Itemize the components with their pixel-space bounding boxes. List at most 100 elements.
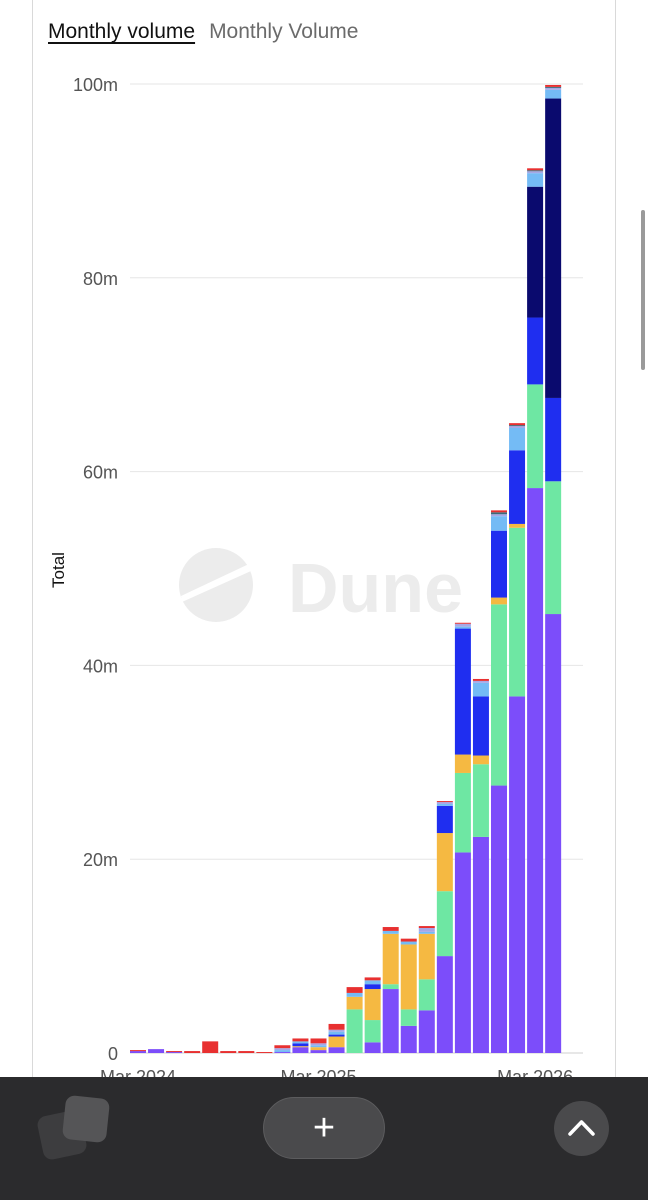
bar-segment[interactable] [545, 89, 562, 99]
bar-segment[interactable] [328, 1023, 345, 1030]
bar-segment[interactable] [328, 1031, 345, 1035]
bar-segment[interactable] [292, 1041, 309, 1044]
bar-segment[interactable] [436, 802, 453, 804]
bar-segment[interactable] [418, 926, 435, 928]
bar-segment[interactable] [400, 1009, 417, 1026]
bar-segment[interactable] [509, 527, 526, 697]
bar-segment[interactable] [184, 1051, 201, 1053]
bar-segment[interactable] [346, 992, 363, 997]
bar-segment[interactable] [346, 996, 363, 1010]
bar-segment[interactable] [527, 317, 544, 385]
bar-segment[interactable] [166, 1051, 183, 1053]
bar-segment[interactable] [527, 384, 544, 489]
bar-segment[interactable] [491, 785, 507, 1053]
bar-segment[interactable] [436, 956, 453, 1053]
bar-segment[interactable] [328, 1036, 345, 1048]
bar-segment[interactable] [382, 989, 399, 1053]
bar-segment[interactable] [310, 1043, 327, 1046]
bar-segment[interactable] [382, 927, 399, 931]
bar-segment[interactable] [328, 1047, 345, 1053]
bar-segment[interactable] [328, 1029, 345, 1032]
bar-segment[interactable] [491, 530, 507, 598]
bar-segment[interactable] [509, 523, 526, 528]
bar-segment[interactable] [491, 604, 507, 786]
bar-segment[interactable] [527, 168, 544, 171]
bar-segment[interactable] [491, 512, 507, 515]
bar-segment[interactable] [545, 614, 562, 1053]
bar-segment[interactable] [545, 397, 562, 482]
bar-segment[interactable] [509, 450, 526, 524]
bar-segment[interactable] [472, 680, 489, 683]
bar-segment[interactable] [509, 425, 526, 427]
bar-segment[interactable] [292, 1047, 309, 1053]
bar-segment[interactable] [292, 1046, 309, 1048]
bar-segment[interactable] [545, 86, 562, 88]
bar-segment[interactable] [545, 87, 562, 90]
bar-segment[interactable] [382, 930, 399, 934]
bar-segment[interactable] [400, 938, 417, 942]
bar-segment[interactable] [292, 1038, 309, 1042]
tab-monthly-volume-chart[interactable]: Monthly volume [48, 20, 196, 43]
bar-segment[interactable] [545, 84, 562, 87]
bar-segment[interactable] [364, 989, 381, 1021]
bar-segment[interactable] [509, 696, 526, 1053]
bar-segment[interactable] [436, 803, 453, 806]
bar-segment[interactable] [310, 1045, 327, 1048]
bar-segment[interactable] [130, 1051, 146, 1053]
bar-segment[interactable] [472, 764, 489, 837]
bar-segment[interactable] [364, 977, 381, 981]
bar-segment[interactable] [202, 1041, 219, 1053]
bar-segment[interactable] [454, 852, 471, 1053]
bar-segment[interactable] [472, 696, 489, 756]
bar-segment[interactable] [509, 423, 526, 426]
scroll-up-button[interactable] [554, 1101, 609, 1156]
bar-segment[interactable] [310, 1047, 327, 1051]
bar-segment[interactable] [509, 426, 526, 428]
bar-segment[interactable] [436, 833, 453, 892]
bar-segment[interactable] [274, 1050, 291, 1053]
bar-segment[interactable] [472, 678, 489, 681]
bar-segment[interactable] [418, 927, 435, 932]
bar-segment[interactable] [274, 1052, 291, 1054]
bar-segment[interactable] [491, 597, 507, 605]
bar-segment[interactable] [400, 941, 417, 945]
bar-segment[interactable] [238, 1051, 255, 1053]
bar-segment[interactable] [545, 481, 562, 615]
bar-segment[interactable] [509, 427, 526, 451]
bar-segment[interactable] [454, 772, 471, 853]
bar-segment[interactable] [220, 1051, 237, 1053]
bar-segment[interactable] [346, 987, 363, 993]
scrollbar-thumb[interactable] [641, 210, 645, 370]
bar-segment[interactable] [166, 1052, 183, 1054]
bar-segment[interactable] [274, 1045, 291, 1049]
bar-segment[interactable] [310, 1038, 327, 1044]
bar-segment[interactable] [454, 622, 471, 624]
bar-segment[interactable] [545, 98, 562, 398]
bar-segment[interactable] [364, 984, 381, 990]
bar-segment[interactable] [256, 1052, 273, 1054]
bar-segment[interactable] [527, 186, 544, 318]
bar-segment[interactable] [400, 1025, 417, 1053]
tab-monthly-volume-table[interactable]: Monthly Volume [209, 20, 359, 43]
bar-segment[interactable] [472, 755, 489, 765]
bar-segment[interactable] [454, 628, 471, 755]
bar-segment[interactable] [454, 626, 471, 629]
bar-segment[interactable] [527, 171, 544, 174]
bar-segment[interactable] [130, 1050, 146, 1052]
bar-segment[interactable] [527, 173, 544, 187]
bar-segment[interactable] [292, 1043, 309, 1047]
new-tab-button[interactable]: + [263, 1097, 385, 1159]
bar-segment[interactable] [418, 1010, 435, 1053]
bar-segment[interactable] [472, 836, 489, 1053]
bar-segment[interactable] [382, 933, 399, 985]
bar-segment[interactable] [454, 754, 471, 773]
bar-segment[interactable] [418, 933, 435, 980]
bar-segment[interactable] [364, 1020, 381, 1043]
bar-segment[interactable] [364, 980, 381, 985]
bar-segment[interactable] [400, 944, 417, 1010]
bar-segment[interactable] [491, 514, 507, 517]
bar-segment[interactable] [274, 1048, 291, 1051]
bar-segment[interactable] [418, 979, 435, 1011]
tab-switcher-icon[interactable] [35, 1094, 112, 1165]
bar-segment[interactable] [527, 170, 544, 172]
